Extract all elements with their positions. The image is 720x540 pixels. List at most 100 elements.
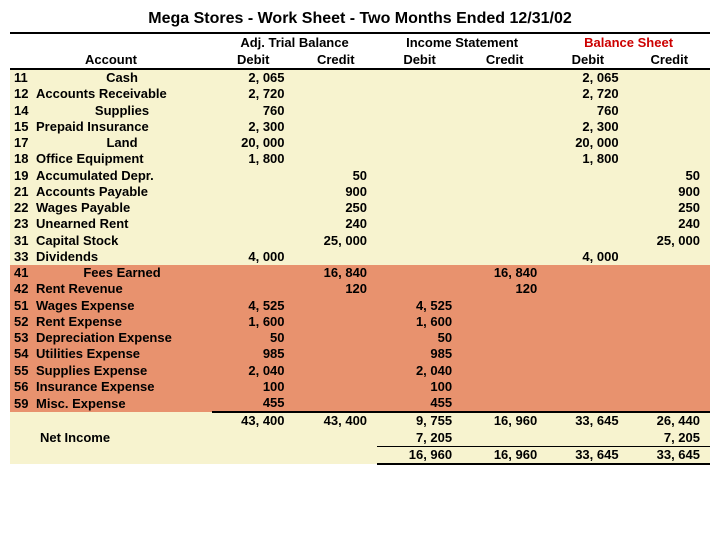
total1-adj-credit: 43, 400 [295, 412, 378, 429]
account-name: Supplies Expense [36, 363, 208, 379]
account-number: 11 [14, 70, 36, 86]
account-name: Prepaid Insurance [36, 119, 208, 135]
value-cell [547, 233, 628, 249]
account-cell: 54Utilities Expense [10, 346, 212, 362]
value-cell: 900 [629, 184, 710, 200]
account-name: Cash [36, 70, 208, 86]
value-cell: 455 [212, 395, 295, 412]
account-number: 23 [14, 216, 36, 232]
value-cell [377, 135, 462, 151]
section-bal: Balance Sheet [547, 33, 710, 51]
value-cell: 120 [462, 281, 547, 297]
header-account: Account [10, 51, 212, 69]
value-cell: 4, 000 [547, 249, 628, 265]
value-cell: 760 [212, 103, 295, 119]
value-cell: 1, 600 [377, 314, 462, 330]
value-cell [295, 86, 378, 102]
value-cell: 240 [629, 216, 710, 232]
account-cell: 41Fees Earned [10, 265, 212, 281]
table-row: 22Wages Payable250250 [10, 200, 710, 216]
account-cell: 12Accounts Receivable [10, 86, 212, 102]
account-number: 52 [14, 314, 36, 330]
table-row: 42Rent Revenue120120 [10, 281, 710, 297]
value-cell [462, 86, 547, 102]
account-name: Depreciation Expense [36, 330, 208, 346]
value-cell [377, 184, 462, 200]
value-cell [295, 314, 378, 330]
netincome-bal-credit: 7, 205 [629, 430, 710, 447]
account-number: 54 [14, 346, 36, 362]
account-name: Accounts Payable [36, 184, 208, 200]
value-cell: 1, 800 [212, 151, 295, 167]
value-cell [212, 281, 295, 297]
account-cell: 19Accumulated Depr. [10, 168, 212, 184]
account-name: Utilities Expense [36, 346, 208, 362]
value-cell: 4, 000 [212, 249, 295, 265]
value-cell [462, 168, 547, 184]
value-cell [547, 184, 628, 200]
net-income-label: Net Income [10, 430, 212, 447]
value-cell: 50 [295, 168, 378, 184]
account-number: 41 [14, 265, 36, 281]
value-cell: 16, 840 [462, 265, 547, 281]
value-cell [629, 151, 710, 167]
value-cell [462, 346, 547, 362]
table-row: 18Office Equipment1, 8001, 800 [10, 151, 710, 167]
account-number: 31 [14, 233, 36, 249]
value-cell: 20, 000 [212, 135, 295, 151]
account-name: Capital Stock [36, 233, 208, 249]
account-cell: 22Wages Payable [10, 200, 212, 216]
account-cell: 21Accounts Payable [10, 184, 212, 200]
account-cell: 51Wages Expense [10, 298, 212, 314]
value-cell [212, 216, 295, 232]
value-cell [295, 346, 378, 362]
value-cell: 760 [547, 103, 628, 119]
value-cell [629, 298, 710, 314]
value-cell [629, 103, 710, 119]
table-row: 12Accounts Receivable2, 7202, 720 [10, 86, 710, 102]
value-cell [547, 216, 628, 232]
table-row: 19Accumulated Depr.5050 [10, 168, 710, 184]
value-cell: 50 [212, 330, 295, 346]
value-cell: 100 [212, 379, 295, 395]
value-cell [212, 265, 295, 281]
value-cell [212, 233, 295, 249]
value-cell [629, 379, 710, 395]
account-name: Accumulated Depr. [36, 168, 208, 184]
account-name: Wages Expense [36, 298, 208, 314]
value-cell: 2, 065 [212, 69, 295, 86]
value-cell [547, 265, 628, 281]
value-cell [295, 119, 378, 135]
value-cell: 2, 040 [212, 363, 295, 379]
value-cell [462, 330, 547, 346]
value-cell: 100 [377, 379, 462, 395]
table-row: 53Depreciation Expense5050 [10, 330, 710, 346]
value-cell: 985 [212, 346, 295, 362]
value-cell [629, 281, 710, 297]
total2-inc-credit: 16, 960 [462, 446, 547, 464]
table-row: 14Supplies760760 [10, 103, 710, 119]
value-cell [462, 379, 547, 395]
value-cell: 16, 840 [295, 265, 378, 281]
account-cell: 53Depreciation Expense [10, 330, 212, 346]
header-inc-debit: Debit [377, 51, 462, 69]
value-cell: 2, 720 [547, 86, 628, 102]
value-cell [629, 249, 710, 265]
table-row: 31Capital Stock25, 00025, 000 [10, 233, 710, 249]
value-cell [462, 69, 547, 86]
value-cell [462, 151, 547, 167]
value-cell [295, 249, 378, 265]
value-cell [462, 200, 547, 216]
total2-bal-debit: 33, 645 [547, 446, 628, 464]
value-cell: 50 [377, 330, 462, 346]
account-name: Office Equipment [36, 151, 208, 167]
header-bal-credit: Credit [629, 51, 710, 69]
header-adj-credit: Credit [295, 51, 378, 69]
table-row: 11Cash2, 0652, 065 [10, 69, 710, 86]
value-cell [547, 395, 628, 412]
account-cell: 56Insurance Expense [10, 379, 212, 395]
account-number: 15 [14, 119, 36, 135]
table-row: 59Misc. Expense455455 [10, 395, 710, 412]
value-cell [377, 233, 462, 249]
account-number: 21 [14, 184, 36, 200]
